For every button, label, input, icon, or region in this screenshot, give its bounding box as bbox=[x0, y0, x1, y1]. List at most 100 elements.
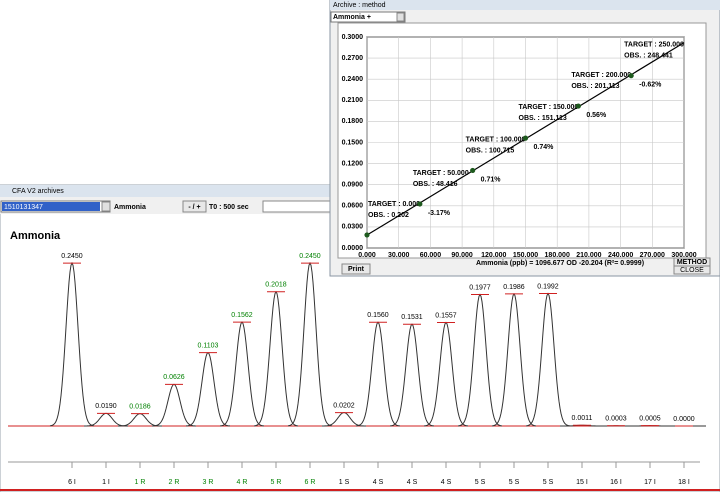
peak-label: 0.0190 bbox=[95, 403, 117, 410]
target-label: TARGET : 50.000 bbox=[413, 170, 469, 177]
category-label: 6 I bbox=[68, 479, 76, 486]
y-tick-label: 0.1500 bbox=[342, 139, 364, 146]
target-label: TARGET : 250.000 bbox=[624, 42, 684, 49]
category-label: 2 R bbox=[169, 479, 180, 486]
target-label: TARGET : 200.000 bbox=[571, 72, 631, 79]
peak-label: 0.2450 bbox=[61, 253, 83, 260]
method-label: METHOD bbox=[677, 259, 707, 266]
error-label: 0.74% bbox=[534, 144, 555, 151]
x-tick-label: 270.000 bbox=[640, 252, 665, 259]
peak-label: 0.0186 bbox=[129, 403, 151, 410]
calibration-point bbox=[470, 168, 475, 173]
category-label: 18 I bbox=[678, 479, 690, 486]
y-tick-label: 0.2700 bbox=[342, 55, 364, 62]
y-tick-label: 0.0000 bbox=[342, 245, 364, 252]
category-label: 5 S bbox=[509, 479, 520, 486]
x-tick-label: 150.000 bbox=[513, 252, 538, 259]
fit-equation: Ammonia (ppb) = 1096.677 OD -20.204 (R²=… bbox=[476, 260, 644, 267]
peak-label: 0.1560 bbox=[367, 312, 389, 319]
chart-title: Ammonia bbox=[10, 230, 61, 242]
category-label: 1 I bbox=[102, 479, 110, 486]
peak-label: 0.1986 bbox=[503, 284, 525, 291]
text-box[interactable] bbox=[263, 201, 333, 212]
peak-label: 0.2450 bbox=[299, 253, 321, 260]
obs-label: OBS. : 201.113 bbox=[571, 83, 619, 90]
x-tick-label: 60.000 bbox=[420, 252, 442, 259]
peak-label: 0.1557 bbox=[435, 312, 457, 319]
error-label: 0.71% bbox=[481, 176, 502, 183]
combo-arrow[interactable] bbox=[397, 13, 404, 21]
category-label: 5 S bbox=[543, 479, 554, 486]
peak-label: 0.1562 bbox=[231, 312, 253, 319]
y-tick-label: 0.0900 bbox=[342, 182, 364, 189]
obs-label: OBS. : 151.113 bbox=[519, 115, 567, 122]
target-label: TARGET : 0.000 bbox=[368, 201, 420, 208]
peak-label: 0.0011 bbox=[572, 415, 593, 422]
x-tick-label: 300.000 bbox=[671, 252, 696, 259]
peak-label: 0.1531 bbox=[401, 314, 423, 321]
method-title-bar bbox=[330, 0, 720, 10]
category-label: 5 S bbox=[475, 479, 486, 486]
category-label: 15 I bbox=[576, 479, 588, 486]
combo-arrow[interactable] bbox=[102, 202, 110, 211]
analyte-selector: Ammonia + bbox=[333, 14, 371, 21]
y-tick-label: 0.2100 bbox=[342, 97, 364, 104]
target-label: TARGET : 100.000 bbox=[466, 136, 526, 143]
obs-label: OBS. : 248.441 bbox=[624, 53, 673, 60]
peak-label: 0.1977 bbox=[469, 284, 491, 291]
peak-label: 0.0005 bbox=[639, 416, 661, 423]
category-label: 4 S bbox=[441, 479, 452, 486]
x-tick-label: 0.000 bbox=[358, 252, 376, 259]
method-window: Archive : method Ammonia + Print Ammonia… bbox=[330, 0, 720, 276]
obs-label: OBS. : 0.202 bbox=[368, 212, 409, 219]
peak-label: 0.1103 bbox=[198, 342, 219, 349]
peak-label: 0.0000 bbox=[673, 416, 695, 423]
analyte: Ammonia bbox=[114, 204, 146, 211]
calibration-point bbox=[417, 201, 422, 206]
category-label: 4 R bbox=[237, 479, 248, 486]
y-tick-label: 0.1200 bbox=[342, 160, 364, 167]
peak-label: 0.0202 bbox=[333, 402, 355, 409]
peak-label: 0.1992 bbox=[537, 283, 559, 290]
calibration-point bbox=[523, 136, 528, 141]
category-label: 1 R bbox=[135, 479, 146, 486]
error-label: -0.62% bbox=[639, 82, 662, 89]
step-label: - / + bbox=[188, 204, 200, 211]
print-label: Print bbox=[348, 266, 365, 273]
run-id: 1510131347 bbox=[4, 204, 43, 211]
peak-label: 0.2018 bbox=[265, 282, 287, 289]
category-label: 4 S bbox=[373, 479, 384, 486]
x-tick-label: 120.000 bbox=[481, 252, 506, 259]
y-tick-label: 0.1800 bbox=[342, 118, 364, 125]
x-tick-label: 90.000 bbox=[451, 252, 473, 259]
method-title: Archive : method bbox=[333, 2, 386, 9]
x-tick-label: 30.000 bbox=[388, 252, 410, 259]
calibration-point bbox=[576, 103, 581, 108]
category-label: 17 I bbox=[644, 479, 656, 486]
target-label: TARGET : 150.000 bbox=[519, 104, 579, 111]
obs-label: OBS. : 100.715 bbox=[466, 147, 515, 154]
category-label: 5 R bbox=[271, 479, 282, 486]
category-label: 6 R bbox=[305, 479, 316, 486]
calibration-point bbox=[629, 73, 634, 78]
t0: T0 : 500 sec bbox=[209, 204, 249, 211]
x-tick-label: 210.000 bbox=[576, 252, 601, 259]
peak-label: 0.0003 bbox=[605, 416, 627, 423]
category-label: 4 S bbox=[407, 479, 418, 486]
y-tick-label: 0.0300 bbox=[342, 224, 364, 231]
obs-label: OBS. : 48.416 bbox=[413, 181, 458, 188]
window-title: CFA V2 archives bbox=[12, 188, 64, 195]
y-tick-label: 0.3000 bbox=[342, 34, 364, 41]
peak-label: 0.0626 bbox=[163, 374, 185, 381]
x-tick-label: 180.000 bbox=[545, 252, 570, 259]
error-label: -3.17% bbox=[428, 210, 451, 217]
y-tick-label: 0.2400 bbox=[342, 76, 364, 83]
category-label: 1 S bbox=[339, 479, 350, 486]
category-label: 3 R bbox=[203, 479, 214, 486]
category-label: 16 I bbox=[610, 479, 622, 486]
y-tick-label: 0.0600 bbox=[342, 203, 364, 210]
x-tick-label: 240.000 bbox=[608, 252, 633, 259]
error-label: 0.56% bbox=[586, 112, 607, 119]
